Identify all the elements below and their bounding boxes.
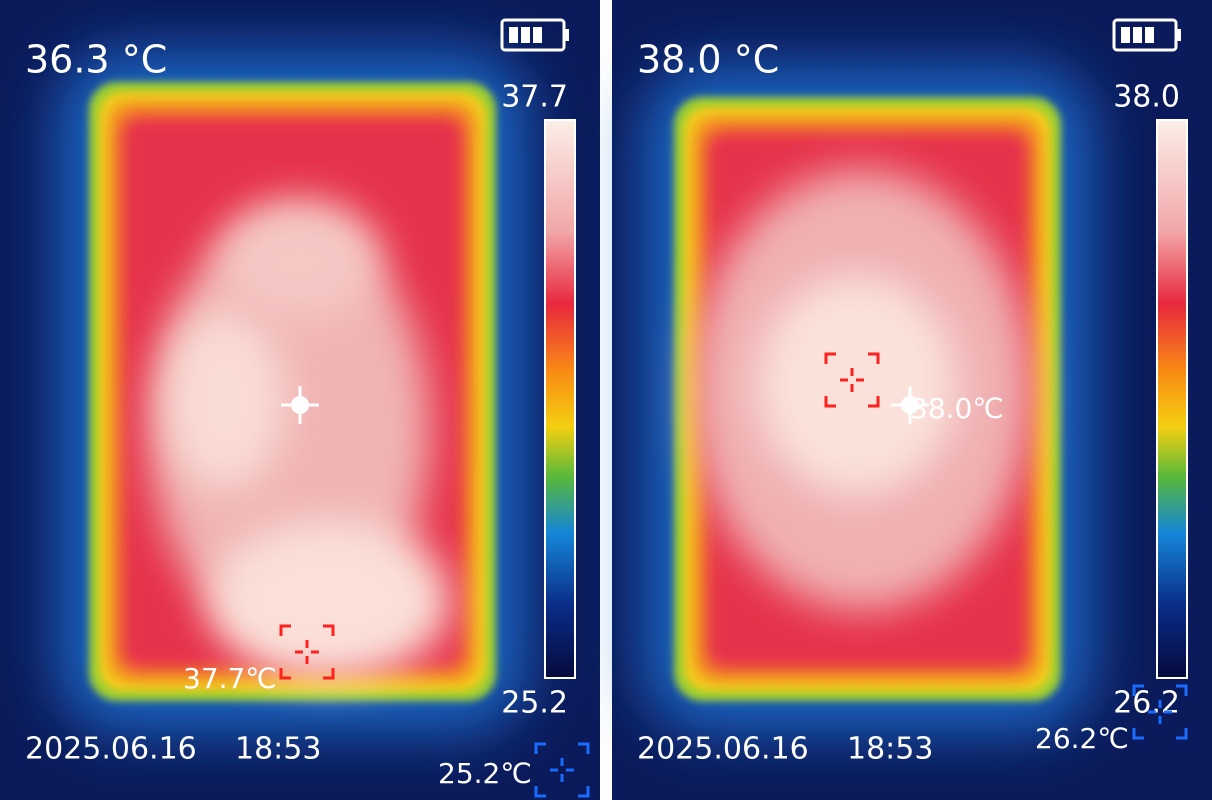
color-bar [1156, 119, 1188, 679]
center-temperature: 38.0 °C [637, 38, 779, 82]
thermal-panel: 36.3 °C 37.7 25.2 2025.06.16 18:53 37.7℃ 25.2℃ [0, 0, 600, 800]
center-marker-lines [891, 386, 929, 424]
battery-level [1121, 27, 1130, 43]
scale-min: 26.2 [1113, 686, 1180, 721]
hot-spot-label: 37.7℃ [183, 662, 277, 695]
date: 2025.06.16 [637, 732, 809, 767]
battery-tip [1176, 29, 1181, 41]
battery-level [521, 27, 530, 43]
time: 18:53 [235, 732, 321, 767]
hot-spot-marker [824, 352, 880, 408]
cold-spot-label: 25.2℃ [438, 757, 532, 790]
hot-region [165, 310, 285, 490]
hot-spot-marker [279, 624, 335, 680]
scale-min: 25.2 [501, 686, 568, 721]
battery-tip [564, 29, 569, 41]
hot-region [757, 275, 957, 495]
cold-spot-marker [534, 742, 590, 798]
cold-spot-label: 26.2℃ [1035, 722, 1129, 755]
hot-spot-label: 38.0℃ [910, 392, 1004, 425]
battery-level [1145, 27, 1154, 43]
scale-max: 38.0 [1113, 80, 1180, 115]
battery-level [1133, 27, 1142, 43]
battery-level [509, 27, 518, 43]
scale-max: 37.7 [501, 80, 568, 115]
time: 18:53 [847, 732, 933, 767]
center-temperature: 36.3 °C [25, 38, 167, 82]
center-marker-lines [281, 386, 319, 424]
thermal-panel: 38.0 °C 38.0 26.2 2025.06.16 18:53 38.0℃ 26.2℃ [612, 0, 1212, 800]
battery-level [533, 27, 542, 43]
cold-spot-marker [1132, 684, 1188, 740]
color-bar [544, 119, 576, 679]
hot-region [210, 520, 450, 680]
hot-region [220, 200, 380, 320]
date: 2025.06.16 [25, 732, 197, 767]
